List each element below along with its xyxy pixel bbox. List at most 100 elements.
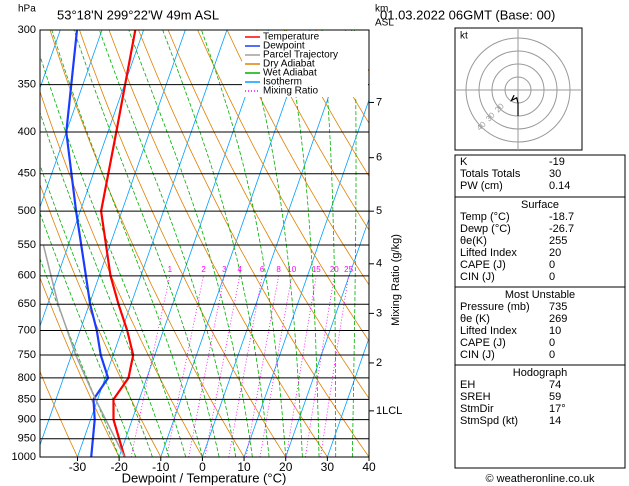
table-value: -26.7 xyxy=(549,223,574,235)
credit: © weatheronline.co.uk xyxy=(485,473,595,485)
legend-label: Mixing Ratio xyxy=(263,86,318,97)
mixing-ratio-label: 8 xyxy=(276,265,281,274)
mixing-ratio-line xyxy=(305,275,335,457)
dry-adiabat xyxy=(375,30,629,457)
wet-adiabat xyxy=(128,30,253,457)
mixing-ratio-line xyxy=(259,275,293,457)
table-label: θe (K) xyxy=(460,313,490,325)
wet-adiabat xyxy=(162,30,270,457)
table-value: 17° xyxy=(549,403,566,415)
table-label: Lifted Index xyxy=(460,325,517,337)
x-tick-label: -20 xyxy=(110,460,128,474)
mixing-ratio-line xyxy=(228,275,263,457)
location: 53°18'N 299°22'W 49m ASL xyxy=(57,7,219,22)
x-tick-label: 10 xyxy=(237,460,251,474)
table-value: 0 xyxy=(549,271,555,283)
isotherm xyxy=(285,217,369,457)
isotherm xyxy=(327,336,369,457)
isotherm xyxy=(77,30,228,457)
table-value: 59 xyxy=(549,391,561,403)
isotherm xyxy=(202,30,353,457)
table-label: θe(K) xyxy=(460,235,487,247)
y-tick-label: 700 xyxy=(18,324,36,336)
table-section-title: Hodograph xyxy=(513,367,567,379)
dry-adiabat xyxy=(49,30,245,457)
mixing-ratio-line xyxy=(130,275,171,457)
mixing-ratio-line xyxy=(166,275,204,457)
height-tick-label: 3 xyxy=(376,307,382,319)
table-label: Lifted Index xyxy=(460,247,517,259)
hodograph-unit: kt xyxy=(460,31,468,42)
table-value: -18.7 xyxy=(549,211,574,223)
table-label: PW (cm) xyxy=(460,180,503,192)
mixing-ratio-label: 2 xyxy=(201,265,206,274)
x-axis-label: Dewpoint / Temperature (°C) xyxy=(122,470,287,485)
table-label: SREH xyxy=(460,391,491,403)
profile-line xyxy=(65,30,110,457)
height-tick-label: 1LCL xyxy=(376,405,402,417)
wet-adiabat xyxy=(368,444,369,457)
y-tick-label: 450 xyxy=(18,168,36,180)
y-tick-label: 600 xyxy=(18,270,36,282)
hodograph-ring xyxy=(478,50,558,130)
profile-line xyxy=(42,244,126,457)
wet-adiabat xyxy=(40,111,170,457)
legend-label: Dry Adiabat xyxy=(263,59,315,70)
table-value: 14 xyxy=(549,415,561,427)
y-axis-label: hPa xyxy=(18,4,36,15)
mixing-ratio-label: 10 xyxy=(287,265,296,274)
mixing-ratio-line xyxy=(204,275,241,457)
dry-adiabat xyxy=(226,30,369,286)
y-tick-label: 300 xyxy=(18,24,36,36)
mixing-ratio-label: 20 xyxy=(330,265,339,274)
dry-adiabat xyxy=(40,370,78,457)
legend-label: Dewpoint xyxy=(263,41,305,52)
table-section-title: Most Unstable xyxy=(505,289,575,301)
legend-label: Parcel Trajectory xyxy=(263,50,338,61)
table-label: CAPE (J) xyxy=(460,337,506,349)
asl-label: ASL xyxy=(375,18,394,29)
table-label: CIN (J) xyxy=(460,271,495,283)
height-tick-label: 7 xyxy=(376,96,382,108)
table-label: CAPE (J) xyxy=(460,259,506,271)
table-label: K xyxy=(460,156,468,168)
table-section-title: Surface xyxy=(521,199,559,211)
mixing-ratio-label: 15 xyxy=(312,265,321,274)
table-value: 74 xyxy=(549,379,561,391)
y-tick-label: 400 xyxy=(18,126,36,138)
isotherm xyxy=(40,30,186,447)
dry-adiabat xyxy=(522,30,629,457)
mixing-ratio-label: 25 xyxy=(344,265,353,274)
km-label: km xyxy=(375,4,388,15)
table-value: 0 xyxy=(549,259,555,271)
table-value: 10 xyxy=(549,325,561,337)
table-label: EH xyxy=(460,379,475,391)
legend-label: Wet Adiabat xyxy=(263,68,317,79)
mixing-ratio-line xyxy=(188,275,225,457)
height-tick-label: 6 xyxy=(376,152,382,164)
table-value: -19 xyxy=(549,156,565,168)
dry-adiabat xyxy=(40,90,203,457)
y-tick-label: 850 xyxy=(18,393,36,405)
legend-label: Temperature xyxy=(263,32,320,43)
table-label: Pressure (mb) xyxy=(460,301,530,313)
wet-adiabat xyxy=(51,30,203,457)
table-value: 20 xyxy=(549,247,561,259)
dry-adiabat xyxy=(611,30,629,457)
table-value: 255 xyxy=(549,235,567,247)
table-label: Temp (°C) xyxy=(460,211,510,223)
mixing-ratio-label: Mixing Ratio (g/kg) xyxy=(390,234,402,326)
y-tick-label: 950 xyxy=(18,433,36,445)
mixing-ratio-label: 1 xyxy=(168,265,173,274)
table-frame xyxy=(454,154,626,469)
table-value: 0 xyxy=(549,349,555,361)
date: 01.03.2022 06GMT (Base: 00) xyxy=(380,7,555,22)
x-tick-label: 20 xyxy=(279,460,293,474)
x-tick-label: 30 xyxy=(321,460,335,474)
y-tick-label: 800 xyxy=(18,372,36,384)
table-label: CIN (J) xyxy=(460,349,495,361)
isotherm xyxy=(160,30,311,457)
height-tick-label: 5 xyxy=(376,205,382,217)
x-tick-label: -30 xyxy=(69,460,87,474)
